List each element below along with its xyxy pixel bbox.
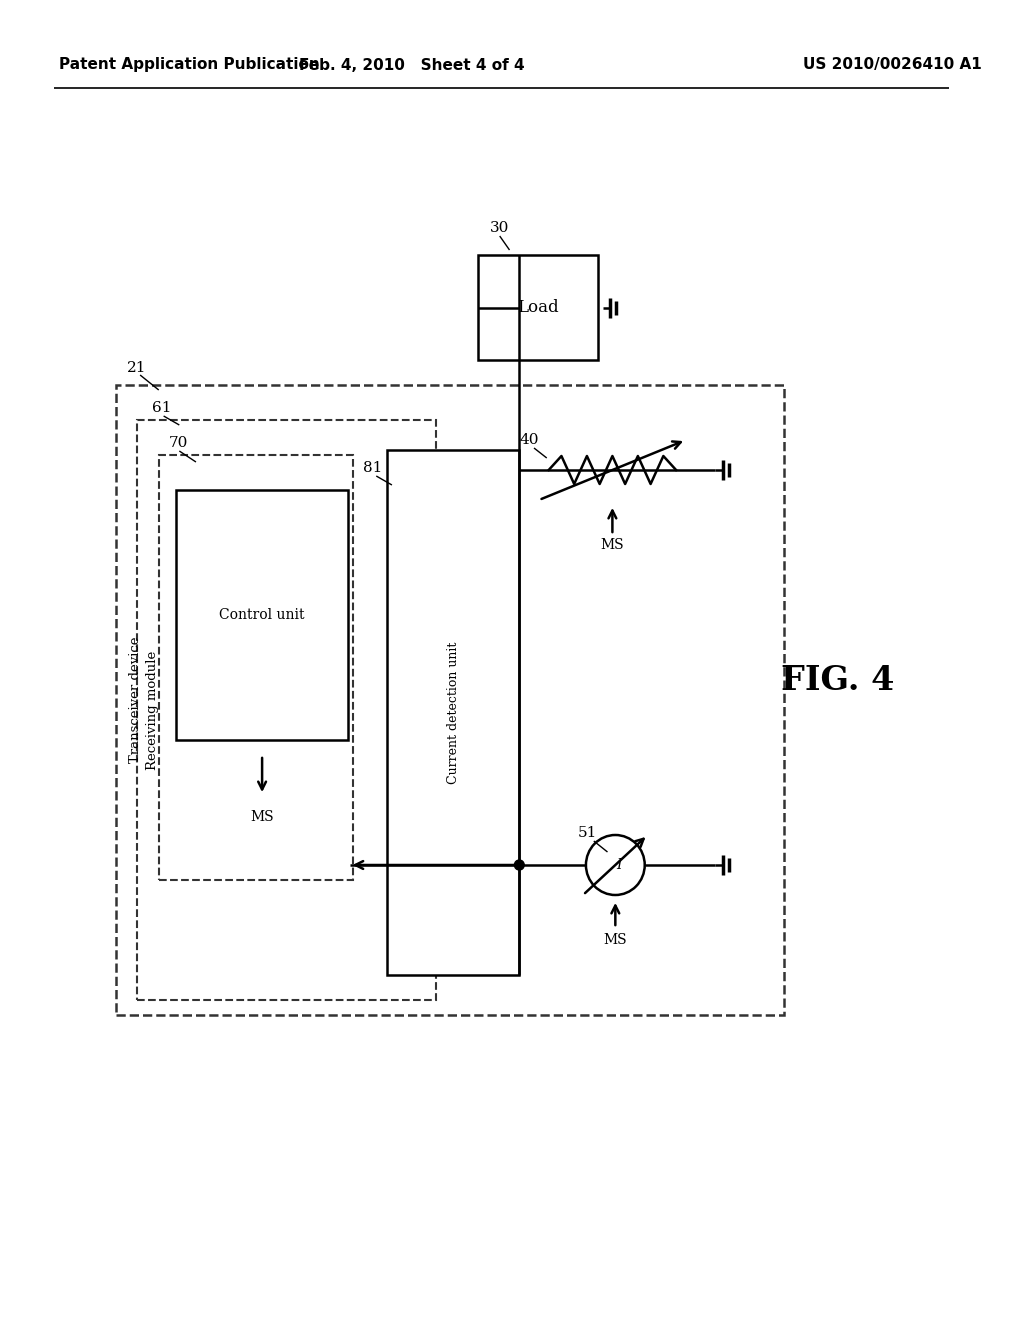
Text: Feb. 4, 2010   Sheet 4 of 4: Feb. 4, 2010 Sheet 4 of 4 <box>299 58 524 73</box>
Text: Receiving module: Receiving module <box>146 651 160 770</box>
Text: MS: MS <box>603 933 627 946</box>
Text: Load: Load <box>517 300 559 315</box>
Bar <box>159 455 352 880</box>
Text: 40: 40 <box>519 433 539 447</box>
Bar <box>137 420 436 1001</box>
Text: 70: 70 <box>169 436 188 450</box>
Text: I: I <box>616 858 622 873</box>
Circle shape <box>514 861 524 870</box>
Text: Current detection unit: Current detection unit <box>446 642 460 784</box>
Text: MS: MS <box>250 810 273 824</box>
Circle shape <box>586 836 645 895</box>
Bar <box>176 490 348 741</box>
Text: US 2010/0026410 A1: US 2010/0026410 A1 <box>804 58 982 73</box>
Bar <box>387 450 519 975</box>
Text: Transceiver device: Transceiver device <box>129 636 141 763</box>
Text: 61: 61 <box>152 401 171 414</box>
Text: 51: 51 <box>579 826 597 840</box>
Text: 81: 81 <box>362 461 382 475</box>
Text: FIG. 4: FIG. 4 <box>781 664 894 697</box>
Text: Control unit: Control unit <box>219 609 305 622</box>
Bar <box>478 255 598 360</box>
Text: MS: MS <box>601 539 625 552</box>
Text: 21: 21 <box>127 360 146 375</box>
Bar <box>116 385 783 1015</box>
Text: 30: 30 <box>489 220 509 235</box>
Text: Patent Application Publication: Patent Application Publication <box>58 58 319 73</box>
